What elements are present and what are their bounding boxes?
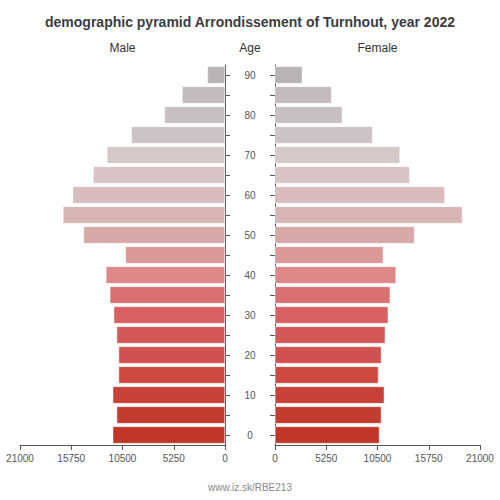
svg-text:10500: 10500 xyxy=(364,453,392,464)
svg-text:60: 60 xyxy=(244,190,256,201)
svg-text:Male: Male xyxy=(109,41,135,55)
svg-text:www.iz.sk/RBE213: www.iz.sk/RBE213 xyxy=(207,482,292,493)
svg-text:80: 80 xyxy=(244,110,256,121)
svg-text:90: 90 xyxy=(244,70,256,81)
svg-text:40: 40 xyxy=(244,270,256,281)
svg-text:50: 50 xyxy=(244,230,256,241)
svg-text:20: 20 xyxy=(244,350,256,361)
svg-text:15750: 15750 xyxy=(57,453,85,464)
svg-text:0: 0 xyxy=(247,430,253,441)
svg-text:30: 30 xyxy=(244,310,256,321)
svg-text:15750: 15750 xyxy=(415,453,443,464)
svg-text:demographic pyramid Arrondisse: demographic pyramid Arrondissement of Tu… xyxy=(45,14,455,30)
svg-text:70: 70 xyxy=(244,150,256,161)
svg-text:Female: Female xyxy=(357,41,397,55)
svg-text:Age: Age xyxy=(239,41,261,55)
svg-text:0: 0 xyxy=(222,453,228,464)
svg-text:0: 0 xyxy=(272,453,278,464)
svg-text:5250: 5250 xyxy=(315,453,338,464)
svg-text:5250: 5250 xyxy=(163,453,186,464)
svg-text:21000: 21000 xyxy=(466,453,494,464)
svg-text:10: 10 xyxy=(244,390,256,401)
svg-text:10500: 10500 xyxy=(109,453,137,464)
svg-text:21000: 21000 xyxy=(6,453,34,464)
